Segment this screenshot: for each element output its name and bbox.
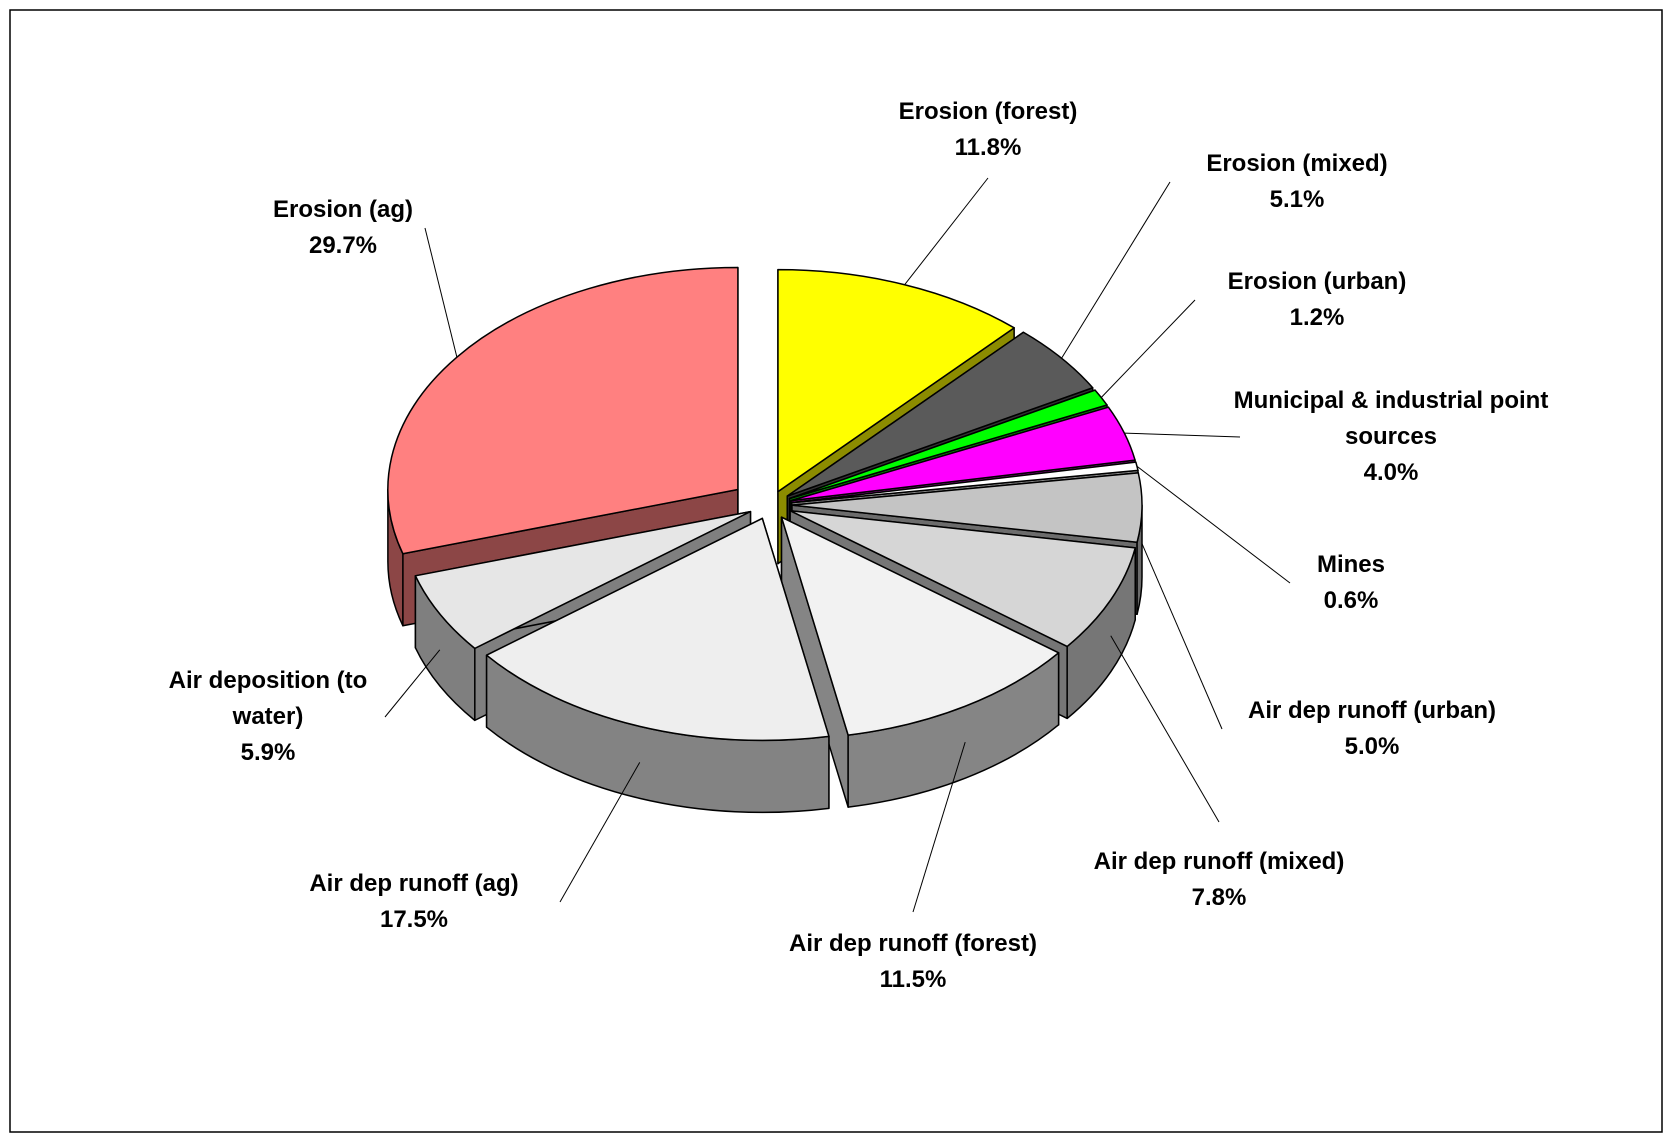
category-label: Air dep runoff (urban): [1248, 697, 1496, 724]
leader-line: [1110, 635, 1220, 823]
category-label: Erosion (urban): [1227, 268, 1407, 295]
slice: [789, 509, 1136, 648]
slice: [786, 331, 1094, 497]
slice: [790, 406, 1136, 502]
category-label: Air dep runoff (mixed): [1093, 848, 1345, 875]
leader-line: [559, 762, 641, 903]
data-label: Erosion (ag) 29.7%: [243, 192, 443, 264]
data-label: Air dep runoff (mixed) 7.8%: [1059, 844, 1379, 916]
category-label: Erosion (ag): [272, 196, 413, 223]
leader-line: [1100, 299, 1196, 398]
value-label: 29.7%: [308, 232, 378, 259]
data-label: Air dep runoff (urban) 5.0%: [1212, 693, 1532, 765]
slice: [387, 266, 739, 555]
category-label: Air dep runoff (forest): [789, 930, 1037, 957]
slice: [414, 510, 752, 650]
pie: [387, 266, 1143, 814]
slice: [791, 472, 1143, 544]
value-label: 7.8%: [1191, 884, 1247, 911]
value-label: 5.1%: [1269, 186, 1325, 213]
category-label: Mines: [1316, 551, 1385, 578]
value-label: 0.6%: [1323, 587, 1379, 614]
slice: [790, 461, 1139, 504]
slice: [780, 516, 1060, 736]
value-label: 4.0%: [1363, 459, 1419, 486]
data-label: Erosion (forest) 11.8%: [858, 94, 1118, 166]
data-label: Air deposition (to water) 5.9%: [148, 663, 388, 771]
leader-line: [1141, 543, 1223, 730]
data-label: Air dep runoff (forest) 11.5%: [753, 926, 1073, 998]
data-label: Erosion (urban) 1.2%: [1187, 264, 1447, 336]
data-label: Mines 0.6%: [1251, 547, 1451, 619]
leader-line: [1124, 432, 1241, 438]
category-label: Erosion (mixed): [1206, 150, 1388, 177]
data-label: Municipal & industrial point sources 4.0%: [1231, 383, 1551, 491]
leader-line: [904, 177, 989, 286]
slice: [777, 268, 1015, 493]
data-label: Air dep runoff (ag) 17.5%: [274, 866, 554, 938]
category-label: Air deposition (to water): [168, 667, 368, 730]
value-label: 17.5%: [379, 906, 449, 933]
value-label: 5.0%: [1344, 733, 1400, 760]
value-label: 1.2%: [1289, 304, 1345, 331]
category-label: Municipal & industrial point sources: [1233, 387, 1549, 450]
slice: [788, 389, 1108, 500]
value-label: 5.9%: [240, 739, 296, 766]
value-label: 11.8%: [954, 134, 1022, 161]
slice: [485, 517, 830, 742]
leader-line: [1061, 181, 1171, 359]
data-label: Erosion (mixed) 5.1%: [1167, 146, 1427, 218]
value-label: 11.5%: [879, 966, 947, 993]
category-label: Air dep runoff (ag): [309, 870, 519, 897]
leader-line: [384, 649, 441, 718]
category-label: Erosion (forest): [898, 98, 1078, 125]
leader-line: [1136, 465, 1291, 584]
leader-line: [424, 227, 458, 358]
leader-line: [912, 742, 966, 913]
